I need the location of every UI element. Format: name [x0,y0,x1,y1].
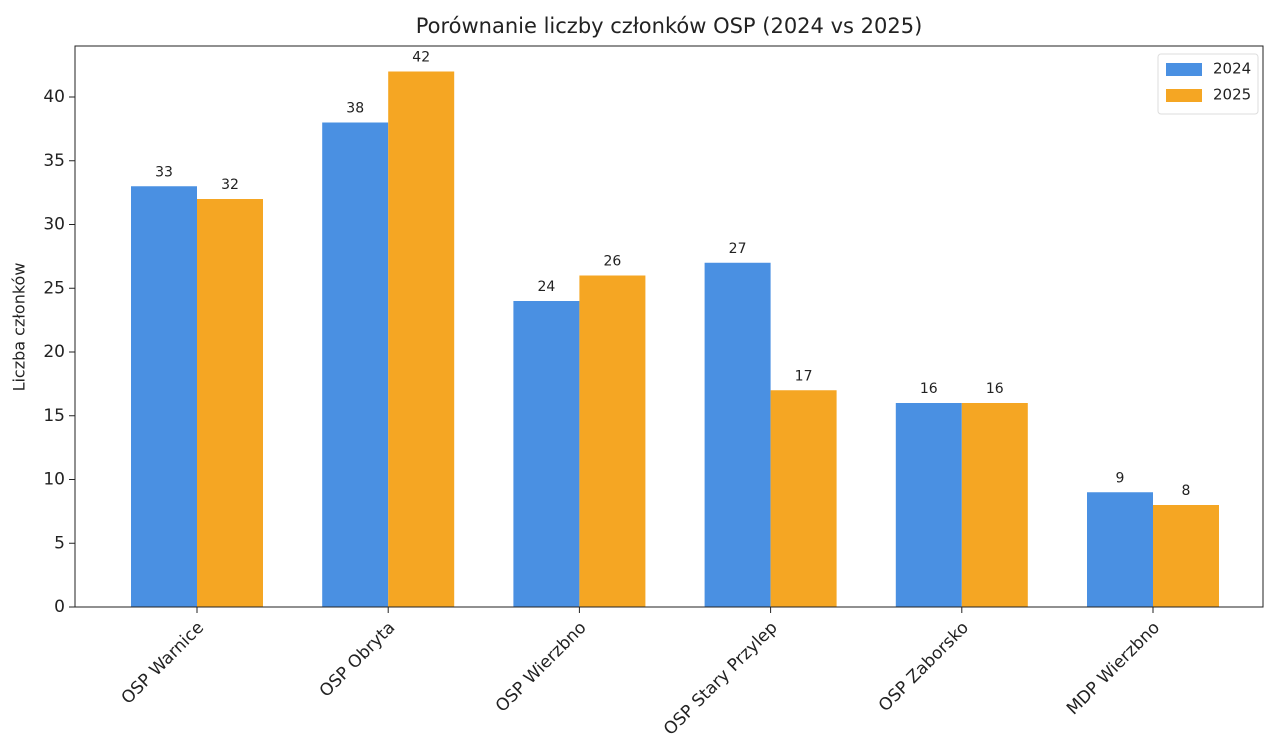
bar [131,186,197,607]
bar [961,403,1028,607]
value-label: 9 [1116,470,1125,486]
value-label: 16 [986,381,1004,397]
value-label: 17 [795,368,813,384]
value-label: 27 [729,241,747,257]
bar [1087,492,1153,607]
legend-label: 2024 [1213,60,1251,78]
x-tick-label: OSP Obryta [316,618,400,702]
y-tick-label: 25 [43,278,65,298]
y-tick-label: 10 [43,470,65,490]
y-tick-label: 15 [43,406,65,426]
y-tick-label: 30 [43,215,65,235]
legend-swatch [1166,89,1202,102]
bar [388,71,455,607]
bar [322,122,389,607]
legend: 2024 2025 [1157,53,1259,115]
bar [1153,505,1219,607]
value-label: 42 [412,50,430,66]
x-tick-label: OSP Zaborsko [875,618,973,716]
value-label: 26 [603,254,621,270]
value-label: 8 [1182,483,1191,499]
y-tick-label: 20 [43,342,65,362]
bar [770,390,837,607]
x-tick-label: OSP Warnice [118,618,208,708]
value-label: 33 [155,164,173,180]
bar [197,199,263,607]
x-tick-label: OSP Wierzbno [492,618,591,717]
legend-label: 2025 [1213,86,1251,104]
bar [579,275,646,607]
chart-title: Porównanie liczby członków OSP (2024 vs … [416,14,923,38]
bar [513,301,580,607]
y-tick-label: 5 [54,533,65,553]
y-tick-label: 0 [54,597,65,617]
plot-frame [74,45,1264,608]
legend-swatch [1166,63,1202,76]
y-tick-label: 40 [43,87,65,107]
x-tick-label: OSP Stary Przylep [660,618,782,740]
bar [895,403,962,607]
y-axis-label: Liczba członków [10,263,29,392]
bar [704,262,771,607]
value-label: 32 [221,177,239,193]
value-label: 38 [346,101,364,117]
value-label: 16 [920,381,938,397]
value-label: 24 [537,279,555,295]
x-tick-label: MDP Wierzbno [1063,618,1164,719]
y-tick-label: 35 [43,151,65,171]
